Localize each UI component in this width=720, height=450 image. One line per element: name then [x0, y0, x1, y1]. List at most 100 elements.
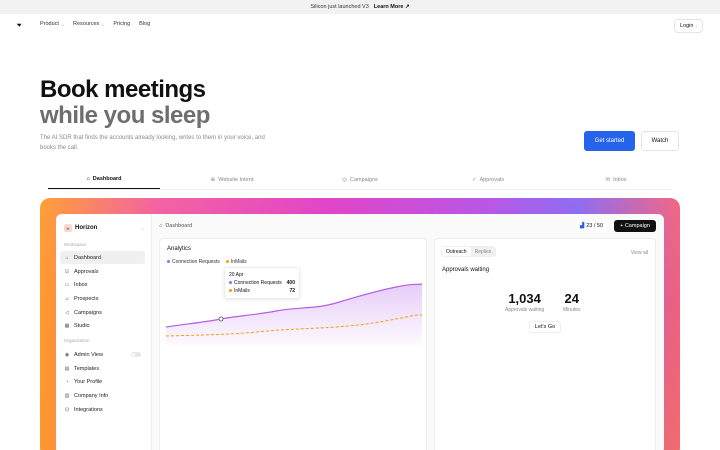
chevron-down-icon: ⌵ [60, 21, 65, 27]
tab-inbox[interactable]: ✉ Inbox [560, 170, 672, 189]
sidebar-item-company-info[interactable]: ▥ Company Info [60, 389, 145, 402]
connection-requests-area [166, 284, 422, 345]
approvals-title: Approvals waiting [442, 267, 490, 273]
tooltip-date: 20 Apr [229, 272, 244, 278]
get-started-button[interactable]: Get started [584, 131, 635, 151]
chevron-down-icon: ⌵ [101, 21, 105, 27]
nav-pricing[interactable]: Pricing [113, 21, 131, 27]
chevron-down-icon: ⌵ [140, 225, 144, 231]
sidebar-item-your-profile[interactable]: ◔ Your Profile [60, 375, 145, 388]
eye-icon: ◉ [64, 351, 70, 358]
tab-dashboard[interactable]: ⌂ Dashboard [48, 170, 160, 189]
view-all-link[interactable]: View all [630, 250, 648, 256]
sidebar-item-integrations[interactable]: ⊡ Integrations [60, 403, 145, 416]
banner-learn-more-link[interactable]: Learn More ↗ [373, 4, 410, 10]
hero-title: Book meetings while you sleep [40, 77, 210, 129]
check-icon: ✓ [471, 176, 477, 183]
sidebar-item-studio[interactable]: ▦ Studio [60, 319, 145, 332]
sidebar-item-campaigns[interactable]: ◁ Campaigns [60, 306, 145, 319]
sidebar-item-label: Your Profile [74, 378, 103, 385]
hero-subtitle: The AI SDR that finds the accounts alrea… [40, 135, 265, 151]
file-icon: ▤ [64, 365, 70, 372]
banner-text: Silicon just launched V3 [310, 4, 369, 10]
inmails-line [166, 314, 422, 337]
legend-label: InMails [230, 259, 247, 265]
feature-tabs: ⌂ Dashboard ⊕ Website Intent ◎ Campaigns ✓ A… [48, 170, 672, 190]
logo-icon[interactable] [16, 22, 22, 28]
connection-requests-line [166, 283, 422, 328]
tab-label: Inbox [613, 176, 627, 183]
users-icon: ☺ [64, 295, 70, 302]
megaphone-icon: ◁ [65, 309, 69, 316]
nav-resources[interactable]: Resources ⌵ [73, 21, 104, 27]
section-organisation: Organisation [64, 338, 90, 343]
sidebar-item-label: Inbox [74, 281, 88, 288]
tab-replies[interactable]: Replies [474, 248, 492, 255]
sidebar-item-prospects[interactable]: ☺ Prospects [60, 292, 145, 305]
tooltip-row: Connection Requests 400 [229, 279, 295, 287]
tooltip-label: InMails [234, 288, 250, 294]
tab-outreach[interactable]: Outreach [442, 247, 471, 256]
sidebar-item-label: Integrations [74, 406, 103, 413]
workspace-avatar: H [64, 224, 72, 232]
sidebar-item-label: Studio [74, 322, 90, 329]
watch-button[interactable]: Watch [641, 131, 679, 151]
tooltip-value: 400 [286, 280, 295, 286]
workspace-switcher[interactable]: H Horizon ⌵ [64, 222, 144, 234]
nav-product-label: Product [40, 21, 59, 27]
sidebar-item-label: Campaigns [74, 309, 102, 316]
sidebar-item-inbox[interactable]: ▭ Inbox [60, 278, 145, 291]
nav-blog[interactable]: Blog [139, 21, 151, 27]
mail-icon: ✉ [605, 176, 611, 183]
nav-product[interactable]: Product ⌵ [40, 21, 64, 27]
home-icon: ⌂ [159, 223, 163, 229]
chart-tooltip: 20 Apr Connection Requests 400 InMails 7… [224, 267, 300, 299]
tooltip-label: Connection Requests [234, 280, 282, 286]
analytics-title: Analytics [167, 246, 192, 252]
nav-links: Product ⌵ Resources ⌵ Pricing Blog [40, 21, 150, 27]
tab-campaigns[interactable]: ◎ Campaigns [304, 170, 416, 189]
login-label: Login [680, 23, 694, 29]
announcement-banner: Silicon just launched V3 Learn More ↗ [0, 0, 720, 14]
stat-label: Minutes [563, 307, 581, 313]
stat-value: 1,034 [508, 291, 541, 306]
tooltip-date-row: 20 Apr [229, 271, 295, 279]
tab-label: Dashboard [92, 176, 122, 182]
tooltip-value: 72 [289, 288, 295, 294]
admin-view-toggle[interactable] [131, 352, 141, 357]
tab-website-intent[interactable]: ⊕ Website Intent [176, 170, 288, 189]
sidebar-item-admin-view[interactable]: ◉ Admin View [60, 348, 145, 361]
sidebar-item-templates[interactable]: ▤ Templates [60, 362, 145, 375]
new-campaign-button[interactable]: + Campaign [614, 220, 656, 232]
analytics-card: Analytics Connection Requests InMails 20… [159, 238, 427, 450]
sidebar-item-label: Dashboard [74, 254, 101, 261]
plug-icon: ⊡ [64, 406, 70, 413]
building-icon: ▥ [64, 392, 70, 399]
workspace-name: Horizon [75, 225, 98, 231]
sidebar-item-label: Templates [74, 365, 100, 372]
login-button[interactable]: Login › [674, 19, 703, 33]
sidebar-item-label: Prospects [74, 295, 99, 302]
globe-icon: ⊕ [210, 176, 216, 183]
legend-inmails: InMails [225, 259, 247, 265]
stat-value: 24 [564, 291, 579, 306]
target-icon: ◎ [342, 176, 347, 183]
grid-icon: ▦ [64, 322, 70, 329]
sidebar-item-label: Company Info [74, 392, 109, 399]
app-sidebar: H Horizon ⌵ Workspace ⌂ Dashboard ☑ Approv… [56, 214, 152, 450]
sidebar-item-label: Admin View [74, 351, 103, 358]
chart-legend: Connection Requests InMails [167, 259, 247, 265]
sidebar-item-label: Approvals [74, 268, 99, 275]
tab-approvals[interactable]: ✓ Approvals [432, 170, 544, 189]
tab-label: Website Intent [218, 176, 254, 183]
check-square-icon: ☑ [64, 268, 70, 275]
tooltip-row: InMails 72 [229, 287, 295, 295]
sidebar-item-dashboard[interactable]: ⌂ Dashboard [60, 251, 145, 264]
home-icon: ⌂ [86, 176, 90, 182]
nav-resources-label: Resources [73, 21, 100, 27]
analytics-chart[interactable] [166, 267, 422, 347]
sidebar-item-approvals[interactable]: ☑ Approvals [60, 265, 145, 278]
stat-minutes: 24 Minutes [563, 291, 581, 313]
breadcrumb-label: Dashboard [165, 223, 193, 229]
lets-go-button[interactable]: Let's Go [529, 321, 561, 333]
